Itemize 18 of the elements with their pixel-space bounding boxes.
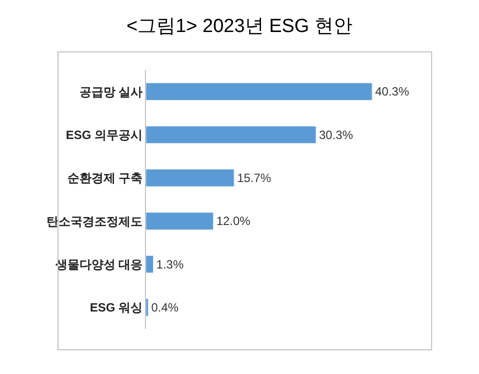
bar [146, 255, 154, 274]
bar [146, 169, 234, 187]
y-tick-label: 순환경제 구축 [67, 171, 143, 186]
data-label: 15.7% [237, 170, 272, 185]
y-tick-label: ESG 워싱 [90, 300, 143, 315]
y-tick-label: 생물다양성 대응 [54, 257, 143, 272]
data-label: 30.3% [319, 128, 354, 142]
y-tick-label: 공급망 실사 [79, 84, 143, 99]
y-tick-label: 탄소국경조정제도 [46, 214, 143, 228]
y-tick-label: ESG 의무공시 [66, 128, 143, 142]
bar [146, 82, 372, 100]
bar [146, 126, 316, 144]
data-label: 0.4% [151, 300, 179, 314]
chart-title: <그림1> 2023년 ESG 현안 [126, 16, 352, 37]
data-label: 12.0% [216, 214, 251, 228]
bar [146, 212, 214, 230]
data-label: 40.3% [375, 84, 410, 99]
data-label: 1.3% [156, 257, 184, 272]
